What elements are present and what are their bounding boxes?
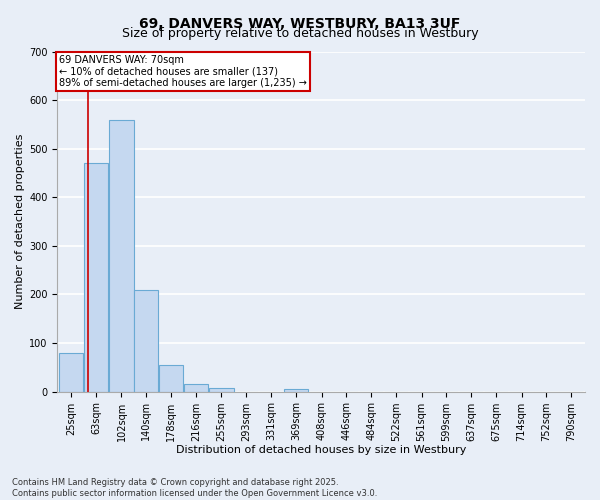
- Text: 69 DANVERS WAY: 70sqm
← 10% of detached houses are smaller (137)
89% of semi-det: 69 DANVERS WAY: 70sqm ← 10% of detached …: [59, 55, 307, 88]
- X-axis label: Distribution of detached houses by size in Westbury: Distribution of detached houses by size …: [176, 445, 466, 455]
- Bar: [109, 120, 134, 392]
- Bar: [184, 384, 208, 392]
- Text: 69, DANVERS WAY, WESTBURY, BA13 3UF: 69, DANVERS WAY, WESTBURY, BA13 3UF: [139, 18, 461, 32]
- Bar: [134, 290, 158, 392]
- Text: Size of property relative to detached houses in Westbury: Size of property relative to detached ho…: [122, 28, 478, 40]
- Bar: [159, 365, 183, 392]
- Text: Contains HM Land Registry data © Crown copyright and database right 2025.
Contai: Contains HM Land Registry data © Crown c…: [12, 478, 377, 498]
- Bar: [284, 389, 308, 392]
- Y-axis label: Number of detached properties: Number of detached properties: [15, 134, 25, 309]
- Bar: [209, 388, 233, 392]
- Bar: [84, 164, 108, 392]
- Bar: [59, 352, 83, 392]
